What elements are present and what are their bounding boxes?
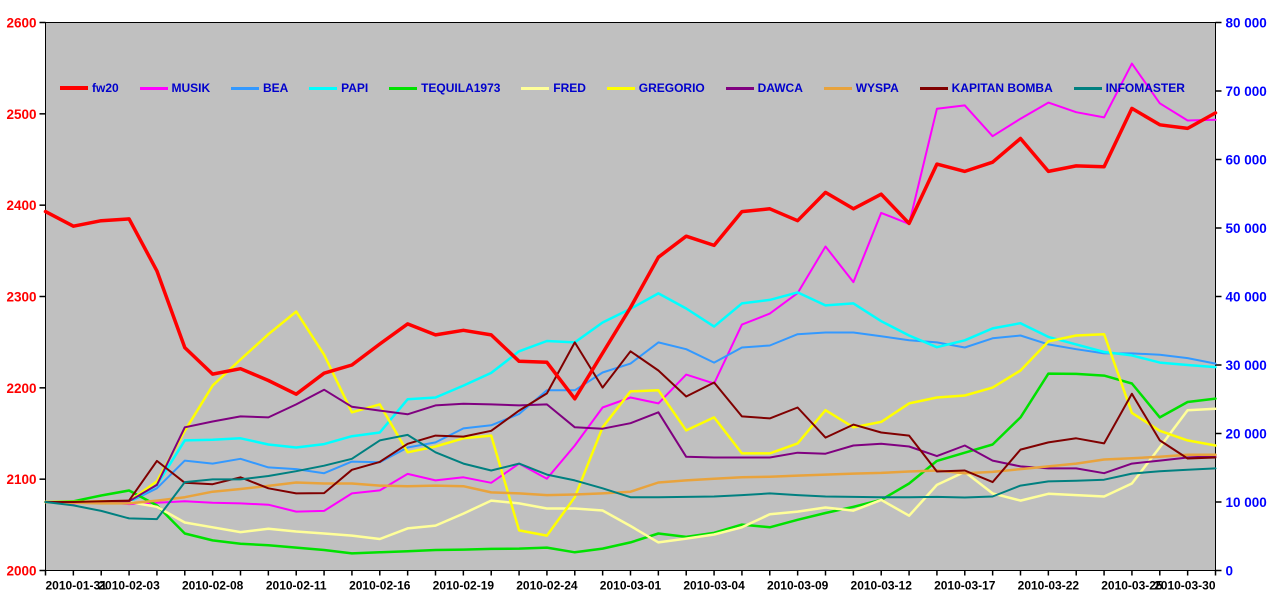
- right-axis-label: 40 000: [1226, 290, 1267, 305]
- legend-label: BEA: [262, 81, 289, 95]
- legend-swatch-musik: [139, 86, 168, 90]
- x-axis-label: 2010-03-01: [600, 579, 662, 593]
- left-axis-label: 2300: [6, 290, 36, 305]
- legend-label: DAWCA: [757, 81, 803, 95]
- legend-item-tequila1973: TEQUILA1973: [389, 81, 500, 95]
- legend-swatch-kapitan-bomba: [919, 86, 948, 90]
- legend-label: TEQUILA1973: [421, 81, 501, 95]
- legend-swatch-tequila1973: [389, 86, 418, 90]
- legend-item-fw20: fw20: [60, 81, 119, 95]
- legend-item-kapitan-bomba: KAPITAN BOMBA: [919, 81, 1053, 95]
- x-axis-label: 2010-02-08: [182, 579, 244, 593]
- legend-label: GREGORIO: [638, 81, 705, 95]
- left-axis-label: 2500: [6, 107, 36, 122]
- series-line-bea: [44, 331, 1217, 503]
- x-axis-label: 2010-03-30: [1154, 579, 1216, 593]
- legend-label: KAPITAN BOMBA: [951, 81, 1053, 95]
- legend-label: fw20: [92, 81, 119, 95]
- legend-item-musik: MUSIK: [139, 81, 211, 95]
- x-axis-label: 2010-03-09: [767, 579, 829, 593]
- x-axis-label: 2010-03-22: [1018, 579, 1080, 593]
- left-axis-label: 2000: [6, 564, 36, 579]
- legend-item-bea: BEA: [230, 81, 289, 95]
- legend-label: WYSPA: [855, 81, 899, 95]
- legend-item-infomaster: INFOMASTER: [1073, 81, 1185, 95]
- chart-legend: fw20 MUSIK BEA PAPI TEQUILA1973 FRED GREGORIO D…: [60, 81, 1185, 95]
- legend-swatch-fred: [521, 86, 550, 90]
- right-axis-label: 60 000: [1226, 153, 1267, 168]
- x-axis-label: 2010-03-17: [934, 579, 996, 593]
- legend-swatch-papi: [309, 86, 338, 90]
- x-axis-label: 2010-03-25: [1101, 579, 1163, 593]
- x-axis-label: 2010-02-24: [516, 579, 578, 593]
- legend-swatch-wyspa: [823, 86, 852, 90]
- x-axis-label: 2010-03-04: [683, 579, 745, 593]
- right-axis-label: 10 000: [1226, 495, 1267, 510]
- legend-swatch-dawca: [725, 86, 754, 90]
- x-axis-label: 2010-02-03: [98, 579, 160, 593]
- legend-swatch-infomaster: [1073, 86, 1102, 90]
- x-axis-label: 2010-02-19: [433, 579, 495, 593]
- series-line-fred: [44, 407, 1217, 544]
- legend-item-dawca: DAWCA: [725, 81, 803, 95]
- left-axis-label: 2200: [6, 381, 36, 396]
- legend-label: INFOMASTER: [1105, 81, 1185, 95]
- left-axis-label: 2600: [6, 16, 36, 31]
- right-axis-label: 20 000: [1226, 427, 1267, 442]
- right-axis-label: 70 000: [1226, 84, 1267, 99]
- right-axis-label: 50 000: [1226, 221, 1267, 236]
- series-line-gregorio: [44, 310, 1217, 537]
- series-line-kapitan-bomba: [44, 341, 1217, 503]
- series-line-tequila1973: [44, 372, 1217, 555]
- left-axis-label: 2100: [6, 472, 36, 487]
- right-axis-label: 80 000: [1226, 16, 1267, 31]
- x-axis-label: 2010-02-16: [349, 579, 411, 593]
- legend-label: MUSIK: [171, 81, 211, 95]
- x-axis-label: 2010-03-12: [851, 579, 913, 593]
- right-axis-label: 30 000: [1226, 358, 1267, 373]
- series-line-dawca: [44, 388, 1217, 504]
- series-line-wyspa: [44, 453, 1217, 505]
- legend-item-papi: PAPI: [309, 81, 368, 95]
- right-axis-label: 0: [1226, 564, 1234, 579]
- series-line-musik: [44, 62, 1217, 513]
- legend-label: PAPI: [341, 81, 369, 95]
- legend-item-gregorio: GREGORIO: [606, 81, 705, 95]
- x-axis-label: 2010-02-11: [266, 579, 327, 593]
- legend-item-fred: FRED: [521, 81, 586, 95]
- series-line-fw20: [43, 106, 1218, 401]
- legend-label: FRED: [553, 81, 586, 95]
- legend-swatch-bea: [230, 86, 259, 90]
- legend-swatch-gregorio: [606, 86, 635, 90]
- legend-swatch-fw20: [60, 86, 88, 90]
- plot-background: [45, 22, 1216, 571]
- x-axis-label: 2010-01-31: [46, 579, 108, 593]
- legend-item-wyspa: WYSPA: [823, 81, 899, 95]
- series-line-infomaster: [44, 433, 1217, 521]
- left-axis-label: 2400: [6, 198, 36, 213]
